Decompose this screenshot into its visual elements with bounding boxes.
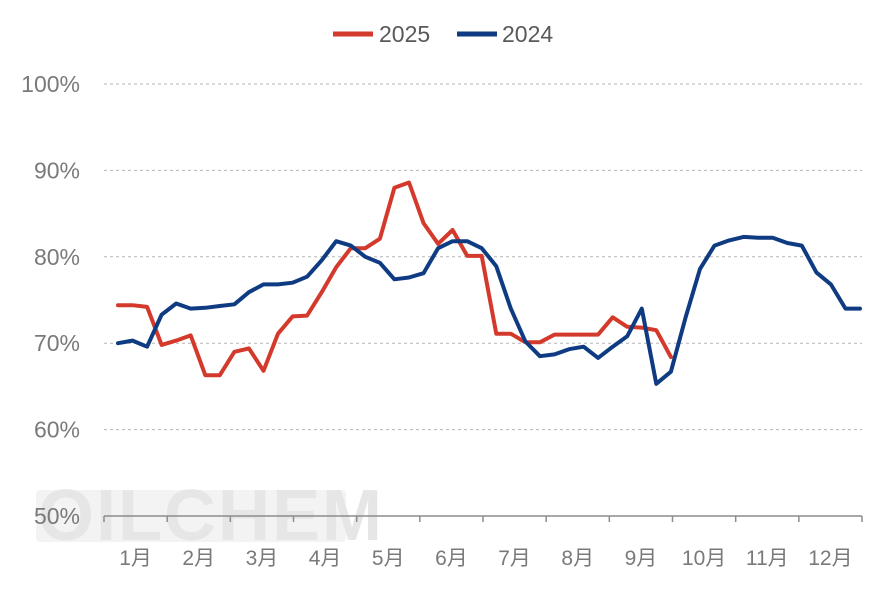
x-tick-label: 8月 — [561, 547, 594, 570]
series-line-2024 — [116, 234, 862, 386]
x-tick-label: 5月 — [372, 547, 405, 570]
x-tick-label: 1月 — [119, 547, 152, 570]
y-tick-label: 80% — [34, 244, 80, 270]
x-tick-label: 7月 — [498, 547, 531, 570]
y-axis-labels: 50% 60% 70% 80% 90% 100% — [21, 71, 80, 529]
x-axis-labels: 1月 2月 3月 4月 5月 6月 7月 8月 9月 10月 11月 12月 — [119, 547, 852, 570]
x-tick-label: 2月 — [182, 547, 215, 570]
legend-label-2024: 2024 — [502, 21, 553, 47]
x-tick-label: 9月 — [625, 547, 658, 570]
x-tick-label: 4月 — [309, 547, 342, 570]
x-tick-label: 3月 — [246, 547, 279, 570]
y-tick-label: 60% — [34, 417, 80, 443]
x-tick-label: 12月 — [808, 547, 852, 570]
x-tick-label: 10月 — [682, 547, 726, 570]
y-tick-label: 100% — [21, 71, 80, 97]
x-axis — [103, 515, 863, 522]
series-lines — [116, 180, 862, 386]
gridlines — [104, 83, 862, 431]
legend-label-2025: 2025 — [379, 21, 430, 47]
x-tick-label: 6月 — [435, 547, 468, 570]
y-tick-label: 50% — [34, 503, 80, 529]
series-line-2025 — [116, 180, 673, 378]
x-tick-label: 11月 — [746, 547, 789, 570]
y-tick-label: 90% — [34, 157, 80, 183]
y-tick-label: 70% — [34, 330, 80, 356]
legend: 2025 2024 — [333, 21, 553, 47]
